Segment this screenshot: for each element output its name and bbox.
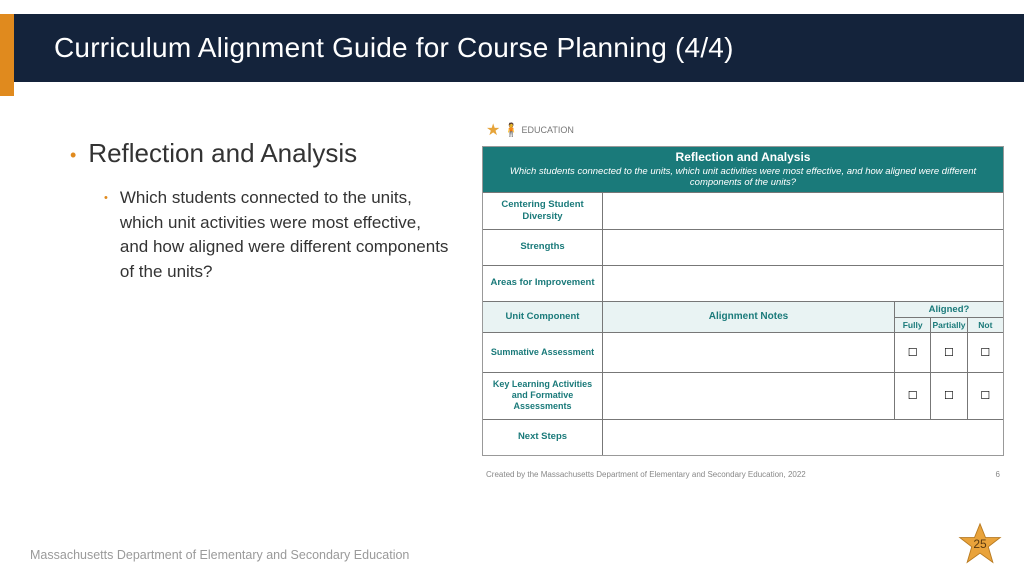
title-bar: Curriculum Alignment Guide for Course Pl…: [0, 14, 1024, 82]
checkbox: ☐: [967, 373, 1003, 419]
row-body: [603, 420, 1003, 455]
checkbox: ☐: [895, 333, 930, 372]
table-row: Summative Assessment ☐ ☐ ☐: [483, 332, 1003, 372]
logo-text: EDUCATION: [522, 125, 574, 135]
accent-bar: [0, 14, 14, 96]
worksheet-title: Reflection and Analysis: [483, 147, 1003, 166]
row-label: Areas for Improvement: [483, 266, 603, 301]
col-unit-component: Unit Component: [483, 302, 603, 332]
row-body: [603, 193, 1003, 229]
credit-text: Created by the Massachusetts Department …: [486, 470, 806, 479]
col-alignment-notes: Alignment Notes: [603, 302, 895, 332]
bullet-level1: • Reflection and Analysis: [70, 138, 452, 172]
slide: Curriculum Alignment Guide for Course Pl…: [0, 0, 1024, 576]
aligned-fully: Fully: [895, 318, 930, 332]
row-body: [603, 230, 1003, 265]
table-row: Next Steps: [483, 419, 1003, 455]
table-row: Areas for Improvement: [483, 265, 1003, 301]
row-notes: [603, 373, 895, 419]
bullet-level2: • Which students connected to the units,…: [104, 186, 452, 285]
table-row: Strengths: [483, 229, 1003, 265]
bullet-l1-text: Reflection and Analysis: [88, 138, 357, 169]
page-number-star: 25: [958, 522, 1002, 566]
row-label: Summative Assessment: [483, 333, 603, 372]
checkbox: ☐: [930, 333, 966, 372]
row-notes: [603, 333, 895, 372]
figure-icon: 🧍: [503, 122, 519, 138]
worksheet-subtitle: Which students connected to the units, w…: [483, 166, 1003, 192]
aligned-partially: Partially: [930, 318, 966, 332]
right-column: ★ 🧍 EDUCATION Reflection and Analysis Wh…: [472, 118, 1024, 526]
checkbox: ☐: [895, 373, 930, 419]
table-row: Key Learning Activities and Formative As…: [483, 372, 1003, 419]
checkbox: ☐: [967, 333, 1003, 372]
table-header-row: Unit Component Alignment Notes Aligned? …: [483, 301, 1003, 332]
star-icon: ★: [486, 120, 500, 140]
bullet-dot: •: [104, 186, 108, 210]
dese-logo: ★ 🧍 EDUCATION: [486, 120, 1004, 140]
credit-page: 6: [996, 470, 1000, 479]
page-number: 25: [958, 522, 1002, 566]
footer-text: Massachusetts Department of Elementary a…: [30, 548, 409, 562]
row-label: Key Learning Activities and Formative As…: [483, 373, 603, 419]
aligned-not: Not: [967, 318, 1003, 332]
checkbox: ☐: [930, 373, 966, 419]
content-area: • Reflection and Analysis • Which studen…: [0, 118, 1024, 526]
bullet-dot: •: [70, 138, 76, 172]
row-label: Strengths: [483, 230, 603, 265]
table-row: Centering Student Diversity: [483, 192, 1003, 229]
worksheet-table: Reflection and Analysis Which students c…: [482, 146, 1004, 456]
worksheet-header: Reflection and Analysis Which students c…: [483, 147, 1003, 192]
row-label: Next Steps: [483, 420, 603, 455]
slide-title: Curriculum Alignment Guide for Course Pl…: [54, 32, 734, 64]
row-label: Centering Student Diversity: [483, 193, 603, 229]
row-checks: ☐ ☐ ☐: [895, 333, 1003, 372]
row-checks: ☐ ☐ ☐: [895, 373, 1003, 419]
left-column: • Reflection and Analysis • Which studen…: [0, 118, 472, 526]
worksheet-credit: Created by the Massachusetts Department …: [482, 470, 1004, 479]
aligned-subcols: Fully Partially Not: [895, 318, 1003, 332]
bullet-l2-text: Which students connected to the units, w…: [120, 186, 450, 285]
col-aligned: Aligned? Fully Partially Not: [895, 302, 1003, 332]
aligned-label: Aligned?: [895, 302, 1003, 318]
row-body: [603, 266, 1003, 301]
